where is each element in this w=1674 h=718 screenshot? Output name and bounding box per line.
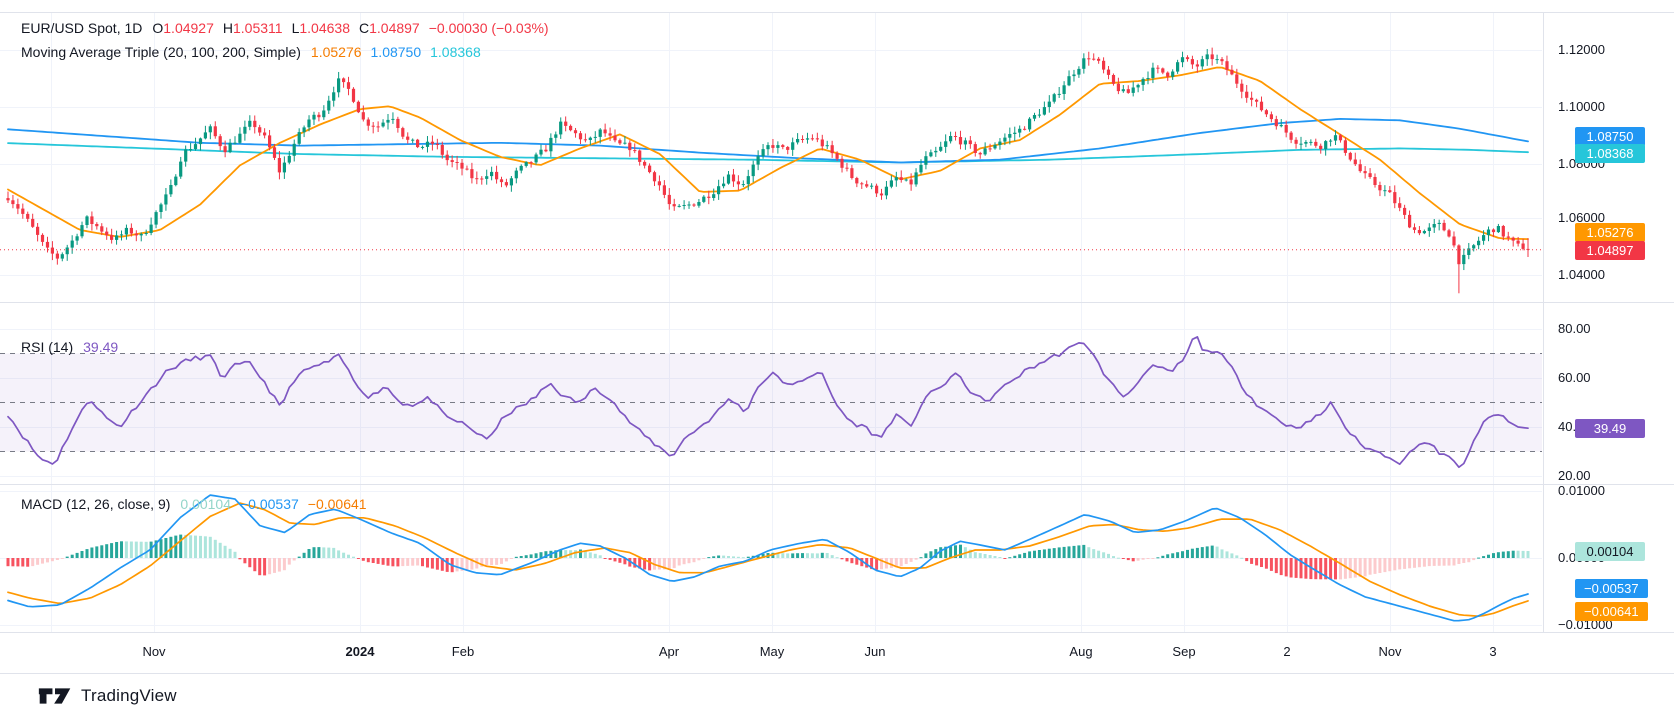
rsi-axis-label: 20.00 bbox=[1558, 468, 1591, 483]
ohlc-close: C1.04897 bbox=[358, 20, 420, 36]
last-price-badge: 1.04897 bbox=[1575, 241, 1645, 260]
time-axis-label: May bbox=[759, 644, 785, 659]
ohlc-open: O1.04927 bbox=[152, 20, 214, 36]
moving-averages bbox=[7, 66, 1529, 240]
rsi-band bbox=[0, 353, 1542, 452]
symbol-title: EUR/USD Spot, 1D bbox=[21, 20, 143, 36]
time-axis-label: Feb bbox=[451, 644, 475, 659]
rsi-line bbox=[7, 336, 1529, 469]
macd-line-badge: −0.00537 bbox=[1575, 579, 1648, 598]
ma100-badge: 1.08750 bbox=[1575, 127, 1645, 146]
ma100-value: 1.08750 bbox=[370, 44, 422, 60]
tradingview-logo-icon bbox=[38, 688, 71, 704]
ohlc-low: L1.04638 bbox=[291, 20, 350, 36]
macd-axis-label: 0.01000 bbox=[1558, 483, 1605, 498]
footer: TradingView bbox=[0, 673, 1674, 718]
time-axis[interactable]: Nov 2024 Feb Apr May Jun Aug Sep 2 Nov 3 bbox=[0, 632, 1674, 674]
rsi-axis-label: 80.00 bbox=[1558, 321, 1591, 336]
ohlc-high: H1.05311 bbox=[222, 20, 283, 36]
ma20-badge: 1.05276 bbox=[1575, 223, 1645, 242]
time-axis-label: Nov bbox=[142, 644, 166, 659]
tradingview-wordmark: TradingView bbox=[81, 686, 177, 705]
price-axis[interactable]: 1.12000 1.10000 1.08000 1.06000 1.04000 80.00… bbox=[1543, 12, 1674, 632]
time-axis-label: Jun bbox=[864, 644, 886, 659]
price-axis-label: 1.12000 bbox=[1558, 42, 1605, 57]
gridlines bbox=[0, 12, 1542, 632]
change-value: −0.00030 (−0.03%) bbox=[428, 20, 549, 36]
macd-signal-badge: −0.00641 bbox=[1575, 602, 1648, 621]
macd-line-value: −0.00537 bbox=[240, 496, 299, 512]
macd-legend[interactable]: MACD (12, 26, close, 9) 0.00104 −0.00537… bbox=[21, 495, 376, 513]
candlestick-series bbox=[6, 47, 1530, 294]
ma200-value: 1.08368 bbox=[430, 44, 481, 60]
time-axis-label: Sep bbox=[1172, 644, 1196, 659]
rsi-legend-title: RSI (14) bbox=[21, 339, 74, 355]
time-axis-label: 2 bbox=[1283, 644, 1291, 659]
symbol-legend[interactable]: EUR/USD Spot, 1D O1.04927 H1.05311 L1.04… bbox=[21, 19, 549, 37]
ma200-badge: 1.08368 bbox=[1575, 144, 1645, 163]
rsi-axis-label: 60.00 bbox=[1558, 370, 1591, 385]
ma-triple-legend[interactable]: Moving Average Triple (20, 100, 200, Sim… bbox=[21, 43, 490, 61]
macd-lines bbox=[7, 494, 1529, 622]
panel-separators bbox=[0, 12, 1674, 485]
macd-hist-value: 0.00104 bbox=[180, 496, 231, 512]
macd-signal-value: −0.00641 bbox=[307, 496, 367, 512]
time-axis-label: Aug bbox=[1069, 644, 1093, 659]
macd-legend-title: MACD (12, 26, close, 9) bbox=[21, 496, 171, 512]
rsi-badge: 39.49 bbox=[1575, 419, 1645, 438]
time-axis-label: 2024 bbox=[345, 644, 375, 659]
rsi-value: 39.49 bbox=[83, 339, 119, 355]
price-axis-label: 1.10000 bbox=[1558, 99, 1605, 114]
macd-hist-badge: 0.00104 bbox=[1575, 542, 1645, 561]
price-axis-label: 1.06000 bbox=[1558, 210, 1605, 225]
rsi-legend[interactable]: RSI (14) 39.49 bbox=[21, 338, 118, 356]
time-axis-label: Nov bbox=[1378, 644, 1402, 659]
ma20-value: 1.05276 bbox=[310, 44, 362, 60]
time-axis-label: Apr bbox=[658, 644, 680, 659]
price-axis-label: 1.04000 bbox=[1558, 267, 1605, 282]
ma-legend-title: Moving Average Triple (20, 100, 200, Sim… bbox=[21, 44, 301, 60]
tradingview-logo[interactable]: TradingView bbox=[38, 686, 177, 706]
time-axis-label: 3 bbox=[1489, 644, 1497, 659]
